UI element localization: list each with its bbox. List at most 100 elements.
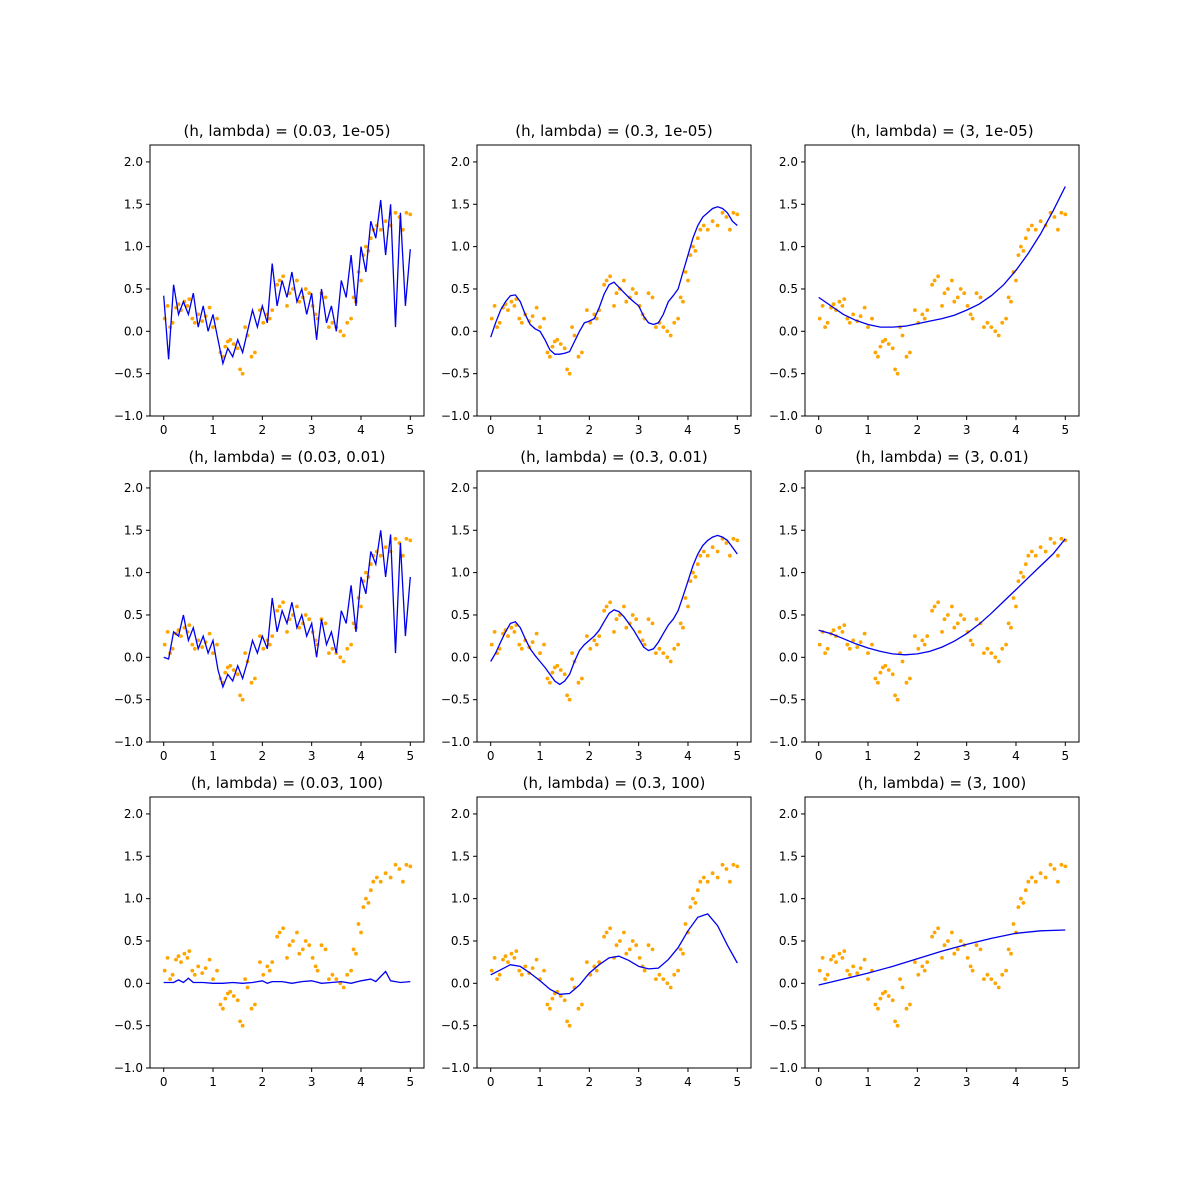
data-point	[940, 304, 944, 308]
data-point	[338, 655, 343, 660]
x-tick-label: 4	[357, 749, 365, 763]
fit-line	[163, 199, 411, 367]
y-tick-label: 1.0	[124, 892, 143, 906]
data-point	[354, 951, 358, 956]
data-point	[657, 646, 662, 651]
data-point	[378, 879, 383, 884]
data-point	[162, 642, 167, 647]
data-point	[715, 875, 720, 880]
fit-line	[490, 206, 738, 355]
data-point	[886, 994, 891, 998]
data-point	[383, 219, 388, 224]
data-point	[245, 985, 250, 990]
data-point	[970, 968, 975, 973]
data-point	[408, 864, 413, 869]
data-point	[683, 596, 688, 600]
data-point	[642, 968, 647, 973]
data-point	[672, 972, 677, 977]
data-point	[203, 966, 208, 970]
data-point	[165, 956, 170, 960]
data-point	[870, 642, 874, 647]
data-point	[1038, 219, 1043, 224]
data-point	[570, 977, 574, 981]
data-point	[1021, 901, 1026, 905]
data-point	[602, 608, 606, 613]
x-tick-label: 0	[487, 423, 495, 437]
data-point	[594, 968, 599, 973]
data-point	[873, 1002, 878, 1007]
data-point	[691, 244, 695, 249]
data-point	[393, 536, 398, 541]
data-point	[211, 651, 215, 655]
data-point	[920, 638, 925, 643]
data-point	[211, 325, 215, 329]
data-point	[665, 329, 670, 334]
data-point	[612, 630, 616, 634]
data-point	[876, 354, 880, 359]
data-point	[594, 642, 599, 647]
data-point	[823, 325, 827, 329]
data-point	[281, 274, 285, 279]
data-point	[196, 312, 201, 317]
x-tick-label: 1	[536, 1075, 544, 1089]
y-tick-label: 0.0	[451, 324, 470, 338]
data-point	[728, 879, 732, 884]
data-point	[825, 972, 830, 977]
data-points	[817, 536, 1068, 702]
data-point	[215, 642, 219, 647]
data-point	[538, 325, 542, 329]
data-point	[530, 640, 535, 644]
data-point	[550, 670, 555, 675]
data-point	[307, 291, 312, 296]
data-point	[724, 867, 729, 871]
data-point	[1009, 299, 1013, 304]
data-point	[330, 972, 335, 977]
data-point	[842, 623, 847, 627]
data-point	[506, 634, 510, 638]
y-tick-label: 1.5	[124, 849, 143, 863]
data-point	[668, 659, 673, 664]
data-point	[174, 957, 178, 962]
data-point	[501, 957, 505, 962]
data-point	[825, 320, 830, 325]
data-point	[965, 956, 970, 960]
data-point	[388, 875, 393, 880]
data-point	[895, 1023, 900, 1028]
data-point	[735, 864, 740, 869]
data-point	[710, 219, 715, 224]
x-tick-label: 4	[684, 749, 692, 763]
data-point	[261, 646, 266, 651]
data-point	[1063, 864, 1068, 869]
data-point	[243, 325, 248, 329]
data-point	[364, 244, 368, 249]
data-point	[701, 549, 706, 554]
x-tick-label: 4	[1012, 1075, 1020, 1089]
data-point	[955, 947, 960, 952]
data-point	[890, 672, 895, 677]
data-point	[900, 659, 905, 664]
data-point	[650, 295, 655, 300]
data-point	[831, 628, 836, 633]
data-points	[489, 210, 740, 376]
data-point	[341, 333, 346, 338]
data-point	[261, 972, 266, 977]
data-point	[594, 316, 599, 321]
data-point	[170, 972, 175, 977]
data-point	[608, 600, 612, 605]
data-point	[913, 960, 917, 964]
data-point	[893, 693, 897, 698]
y-tick-label: −0.5	[114, 1019, 143, 1033]
data-point	[231, 668, 236, 672]
data-points	[162, 862, 413, 1028]
data-point	[545, 1002, 550, 1007]
data-point	[1063, 212, 1068, 217]
x-tick-label: 2	[259, 749, 267, 763]
data-point	[192, 320, 197, 325]
data-point	[612, 304, 616, 308]
data-point	[1011, 922, 1016, 926]
x-tick-label: 4	[357, 423, 365, 437]
data-point	[200, 971, 205, 975]
x-tick-label: 2	[259, 1075, 267, 1089]
data-point	[695, 888, 700, 893]
data-point	[509, 951, 514, 956]
